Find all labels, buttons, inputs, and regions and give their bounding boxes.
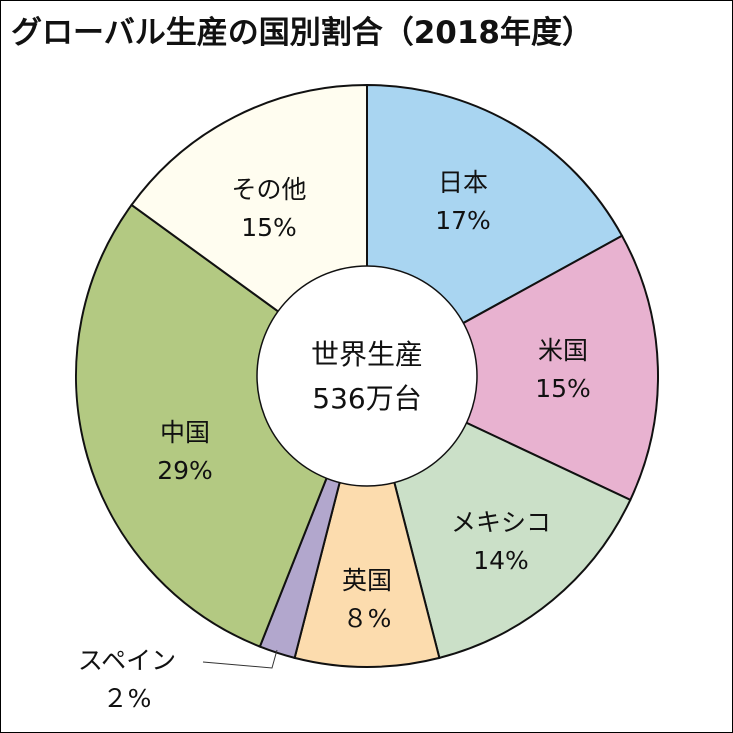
slice-label: その他 (231, 175, 306, 204)
chart-title: グローバル生産の国別割合（2018年度） (11, 15, 593, 51)
slice-value-label: 14% (473, 546, 529, 575)
pie-slice (364, 234, 659, 502)
pie-slice (75, 203, 369, 648)
slice-value-label: ２% (103, 684, 152, 713)
slice-value-label: 29% (157, 456, 213, 485)
slice-value-label: 15% (241, 213, 297, 242)
slice-value-label: ８% (343, 604, 392, 633)
slice-label: メキシコ (451, 508, 551, 537)
slice-value-label: 17% (435, 206, 491, 235)
slice-label: 日本 (438, 168, 488, 197)
center-hole (256, 265, 478, 487)
slice-label: 米国 (538, 336, 588, 365)
slice-label: 英国 (342, 566, 392, 595)
slice-label: 中国 (160, 418, 210, 447)
center-total-label: 536万台 (312, 382, 421, 415)
slice-value-label: 15% (535, 374, 591, 403)
leader-line (202, 649, 278, 669)
slice-label: スペイン (78, 646, 176, 675)
center-label: 世界生産 (311, 338, 423, 371)
pie-slice (293, 375, 441, 668)
